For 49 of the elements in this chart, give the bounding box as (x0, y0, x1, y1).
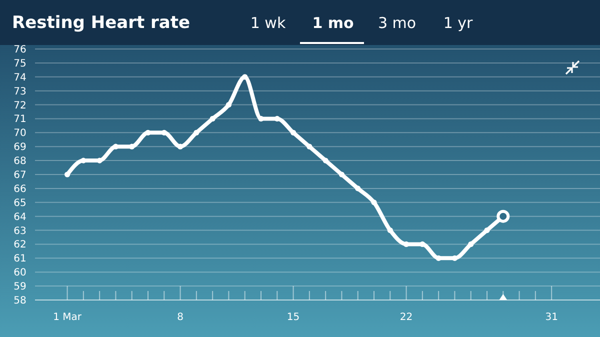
y-tick-label: 70 (14, 128, 26, 140)
y-tick-label: 61 (14, 254, 26, 265)
point (194, 130, 200, 136)
text: 3 mo (378, 14, 416, 32)
y-tick-label: 68 (14, 156, 26, 168)
y-tick-label: 59 (14, 282, 26, 293)
point (64, 172, 70, 178)
y-tick-label: 76 (14, 44, 26, 56)
point (322, 158, 328, 164)
text: 1 wk (250, 14, 286, 32)
x-tick-label: 15 (286, 312, 300, 323)
point (242, 74, 248, 80)
x-tick-label: 31 (545, 312, 558, 323)
point (306, 144, 312, 150)
y-tick-label: 73 (14, 86, 26, 98)
point (371, 200, 377, 206)
text: 1 mo (312, 14, 354, 32)
point (338, 172, 345, 178)
chart-title: Resting Heart rate (12, 13, 190, 33)
point (129, 144, 135, 150)
y-tick-label: 64 (14, 212, 26, 223)
point (387, 227, 393, 234)
point (177, 144, 184, 150)
point (355, 186, 361, 192)
point (226, 102, 232, 108)
point (436, 255, 442, 261)
y-tick-label: 69 (14, 142, 26, 154)
x-tick-label: 22 (400, 312, 413, 323)
y-tick-label: 62 (14, 240, 26, 251)
point (145, 130, 151, 136)
point (210, 116, 216, 122)
y-tick-label: 74 (14, 72, 26, 84)
point (290, 130, 296, 136)
x-tick-label: 8 (177, 312, 184, 323)
y-tick-label: 71 (14, 114, 26, 126)
y-tick-label: 60 (14, 268, 26, 279)
y-tick-label: 66 (14, 184, 26, 195)
point (468, 241, 474, 248)
point (420, 241, 426, 248)
y-tick-label: 75 (14, 58, 26, 70)
x-tick-label: 1 Mar (53, 312, 82, 323)
y-tick-label: 63 (14, 226, 26, 237)
y-tick-label: 67 (14, 170, 26, 181)
text: 1 yr (443, 14, 474, 32)
y-tick-label: 72 (14, 100, 26, 112)
point (484, 227, 490, 234)
y-tick-label: 65 (14, 198, 26, 209)
point (258, 116, 264, 122)
y-tick-label: 58 (14, 296, 26, 306)
